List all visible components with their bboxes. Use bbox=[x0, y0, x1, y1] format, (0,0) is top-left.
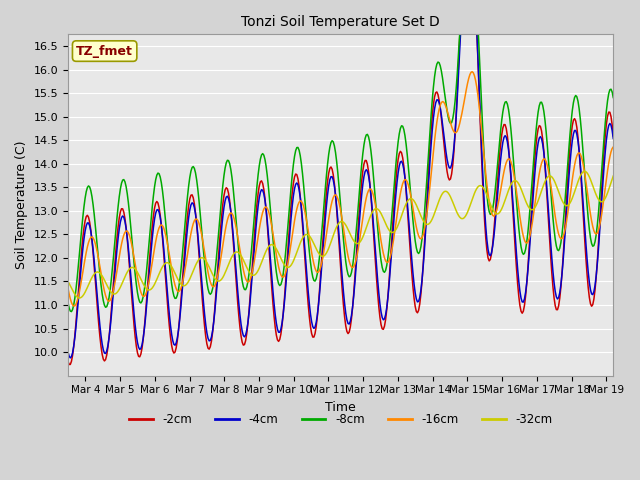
-8cm bbox=[235, 249, 243, 254]
-4cm bbox=[371, 232, 378, 238]
-32cm bbox=[466, 204, 474, 209]
-4cm bbox=[64, 349, 72, 355]
-2cm bbox=[64, 359, 72, 364]
-4cm bbox=[609, 135, 617, 141]
-32cm bbox=[76, 295, 83, 301]
-2cm bbox=[235, 312, 243, 318]
Line: -8cm: -8cm bbox=[68, 0, 613, 312]
Line: -16cm: -16cm bbox=[68, 72, 613, 306]
-4cm bbox=[562, 226, 570, 231]
-16cm bbox=[397, 191, 404, 196]
-8cm bbox=[64, 300, 72, 305]
Line: -32cm: -32cm bbox=[68, 171, 613, 298]
-32cm bbox=[64, 278, 72, 284]
-16cm bbox=[468, 69, 476, 74]
-32cm bbox=[371, 207, 378, 213]
Line: -2cm: -2cm bbox=[68, 0, 613, 364]
-2cm bbox=[609, 133, 617, 139]
-2cm bbox=[397, 148, 404, 154]
-4cm bbox=[295, 187, 303, 192]
-16cm bbox=[371, 196, 378, 202]
Legend: -2cm, -4cm, -8cm, -16cm, -32cm: -2cm, -4cm, -8cm, -16cm, -32cm bbox=[124, 408, 557, 431]
-32cm bbox=[295, 243, 303, 249]
-8cm bbox=[562, 192, 570, 198]
-8cm bbox=[397, 125, 404, 131]
-32cm bbox=[561, 202, 568, 207]
-16cm bbox=[64, 286, 72, 291]
-2cm bbox=[65, 361, 73, 367]
-16cm bbox=[562, 225, 570, 230]
-8cm bbox=[295, 147, 303, 153]
-32cm bbox=[609, 173, 617, 179]
-8cm bbox=[371, 182, 378, 188]
-2cm bbox=[562, 216, 570, 221]
-2cm bbox=[295, 183, 303, 189]
-32cm bbox=[581, 168, 589, 174]
X-axis label: Time: Time bbox=[325, 401, 356, 414]
-2cm bbox=[371, 241, 378, 247]
-16cm bbox=[609, 144, 617, 150]
-16cm bbox=[235, 240, 243, 246]
-8cm bbox=[68, 309, 76, 314]
-4cm bbox=[397, 159, 404, 165]
Text: TZ_fmet: TZ_fmet bbox=[76, 45, 133, 58]
-16cm bbox=[295, 199, 303, 205]
-32cm bbox=[397, 216, 404, 222]
Title: Tonzi Soil Temperature Set D: Tonzi Soil Temperature Set D bbox=[241, 15, 440, 29]
-4cm bbox=[235, 300, 243, 306]
-8cm bbox=[609, 95, 617, 100]
-16cm bbox=[70, 303, 77, 309]
-32cm bbox=[235, 250, 243, 256]
Y-axis label: Soil Temperature (C): Soil Temperature (C) bbox=[15, 141, 28, 269]
-4cm bbox=[67, 355, 74, 361]
-16cm bbox=[466, 72, 474, 78]
Line: -4cm: -4cm bbox=[68, 0, 613, 358]
